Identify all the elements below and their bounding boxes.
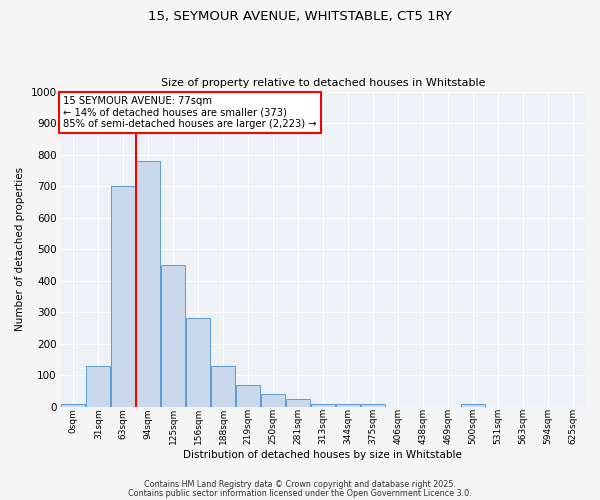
Title: Size of property relative to detached houses in Whitstable: Size of property relative to detached ho… (161, 78, 485, 88)
Bar (336, 404, 360, 406)
Bar (236, 384, 260, 406)
Bar (286, 399, 310, 406)
Y-axis label: Number of detached properties: Number of detached properties (15, 167, 25, 331)
Bar (186, 318, 210, 406)
Bar (161, 265, 185, 406)
X-axis label: Distribution of detached houses by size in Whitstable: Distribution of detached houses by size … (184, 450, 463, 460)
Bar (361, 404, 385, 406)
Bar (61, 404, 85, 406)
Bar (112, 186, 135, 406)
Bar (461, 404, 485, 406)
Text: 15, SEYMOUR AVENUE, WHITSTABLE, CT5 1RY: 15, SEYMOUR AVENUE, WHITSTABLE, CT5 1RY (148, 10, 452, 23)
Bar (86, 366, 110, 406)
Bar (211, 366, 235, 406)
Bar (261, 394, 285, 406)
Bar (136, 161, 160, 406)
Text: Contains HM Land Registry data © Crown copyright and database right 2025.: Contains HM Land Registry data © Crown c… (144, 480, 456, 489)
Bar (311, 404, 335, 406)
Text: Contains public sector information licensed under the Open Government Licence 3.: Contains public sector information licen… (128, 488, 472, 498)
Text: 15 SEYMOUR AVENUE: 77sqm
← 14% of detached houses are smaller (373)
85% of semi-: 15 SEYMOUR AVENUE: 77sqm ← 14% of detach… (64, 96, 317, 130)
